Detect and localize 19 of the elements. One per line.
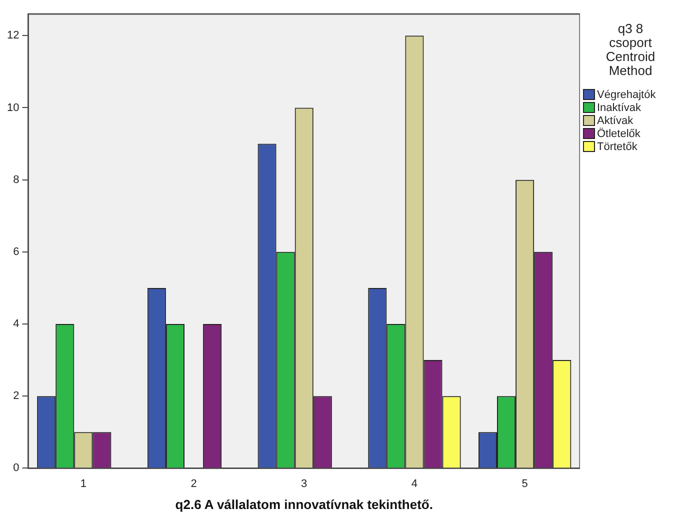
legend-label: Végrehajtók (597, 88, 656, 100)
y-tick-label: 6 (13, 246, 20, 258)
x-tick-label: 4 (411, 478, 418, 490)
y-tick-label: 12 (6, 30, 20, 42)
legend-title: q3 8 csoport Centroid Method (604, 21, 656, 78)
x-tick-label: 3 (301, 478, 308, 490)
legend-label: Aktívak (597, 114, 634, 126)
x-axis-title: q2.6 A vállalatom innovatívnak tekinthető. (175, 496, 433, 512)
y-tick-label: 4 (13, 318, 20, 330)
y-tick-label: 8 (13, 174, 20, 186)
y-tick-label: 0 (13, 462, 20, 474)
y-tick-label: 2 (13, 390, 20, 402)
legend-label: Inaktívak (597, 102, 642, 114)
x-tick-label: 1 (80, 478, 86, 490)
legend-label: Ötletelők (597, 128, 640, 140)
legend-label: Törtetők (597, 140, 638, 152)
x-tick-label: 2 (190, 478, 197, 490)
y-tick-label: 10 (6, 102, 20, 114)
x-tick-label: 5 (522, 478, 528, 490)
